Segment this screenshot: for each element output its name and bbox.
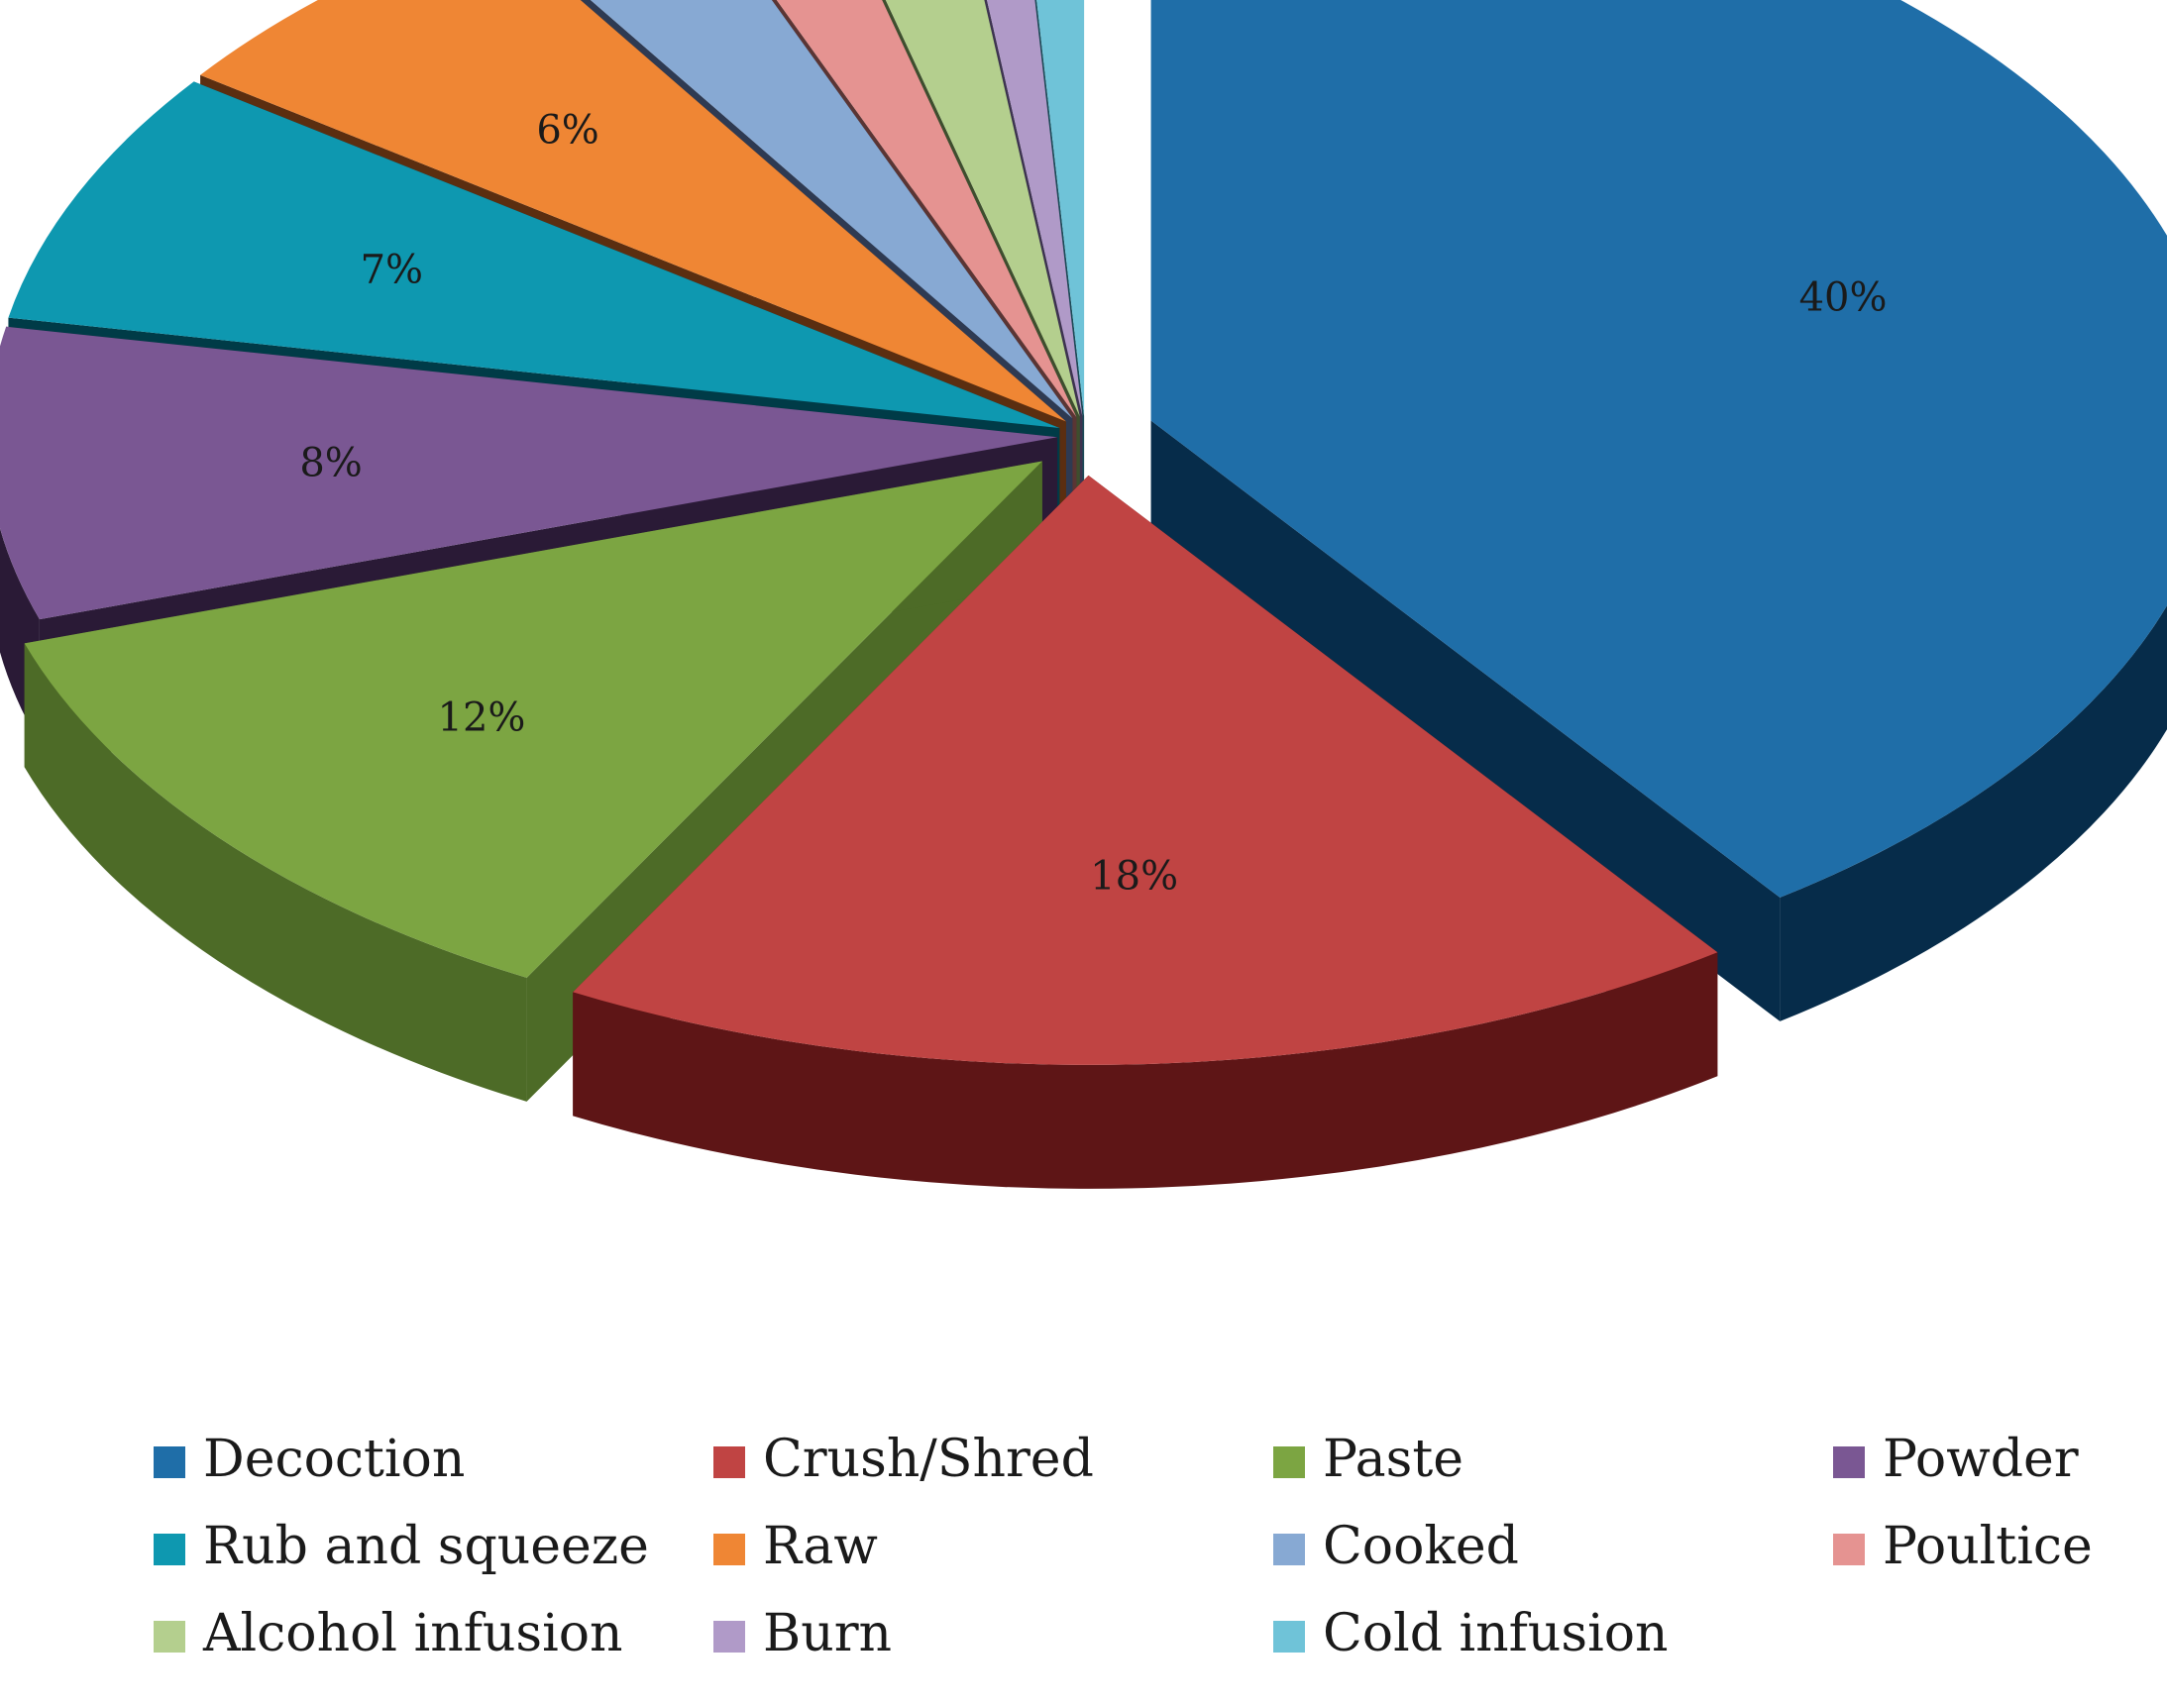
slice-top-alcohol-infusion <box>885 0 1080 417</box>
slice-decoction <box>1150 0 2167 1021</box>
slice-top-burn <box>987 0 1083 417</box>
slice-top-cooked <box>590 0 1073 419</box>
legend-label-cold-infusion: Cold infusion <box>1323 1604 1669 1663</box>
data-label-crush-shred: 18% <box>1090 854 1178 900</box>
legend-label-powder: Powder <box>1883 1430 2079 1489</box>
legend-item-decoction: Decoction <box>154 1430 465 1489</box>
legend-item-raw: Raw <box>713 1517 878 1576</box>
legend-swatch-paste <box>1273 1446 1305 1478</box>
legend-swatch-burn <box>713 1621 745 1653</box>
legend-swatch-raw <box>713 1534 745 1565</box>
legend-swatch-alcohol-infusion <box>154 1621 185 1653</box>
data-labels: 40%18%12%8%7%6%3%2%2%1%1% <box>299 107 1888 900</box>
slice-top-rub-and-squeeze <box>8 81 1060 429</box>
slice-side-decoction <box>1150 420 1781 1021</box>
data-label-decoction: 40% <box>1799 275 1888 321</box>
data-label-paste: 12% <box>438 694 526 740</box>
legend-label-poultice: Poultice <box>1883 1517 2093 1576</box>
slice-top-raw <box>200 0 1066 422</box>
legend-item-poultice: Poultice <box>1833 1517 2093 1576</box>
legend-label-rub-and-squeeze: Rub and squeeze <box>203 1517 649 1576</box>
slice-alcohol-infusion <box>827 0 1080 541</box>
slice-wall-crush-shred <box>573 952 1718 1189</box>
legend-swatch-poultice <box>1833 1534 1865 1565</box>
legend-label-cooked: Cooked <box>1323 1517 1519 1576</box>
legend-swatch-decoction <box>154 1446 185 1478</box>
slice-wall-paste <box>24 643 527 1102</box>
legend-item-alcohol-infusion: Alcohol infusion <box>154 1604 623 1663</box>
slice-top-cold-infusion <box>1036 0 1085 417</box>
legend-item-powder: Powder <box>1833 1430 2079 1489</box>
legend-label-raw: Raw <box>763 1517 878 1576</box>
slice-top-poultice <box>776 0 1077 417</box>
legend-item-burn: Burn <box>713 1604 892 1663</box>
legend-swatch-cold-infusion <box>1273 1621 1305 1653</box>
legend-label-decoction: Decoction <box>203 1430 465 1489</box>
legend-item-paste: Paste <box>1273 1430 1463 1489</box>
pie-slices <box>0 0 2167 1189</box>
legend: Decoction Crush/Shred Paste Powder Rub and s… <box>154 1430 2093 1663</box>
data-label-rub-and-squeeze: 7% <box>361 247 423 292</box>
data-label-powder: 8% <box>299 441 362 486</box>
legend-label-burn: Burn <box>763 1604 892 1663</box>
legend-swatch-powder <box>1833 1446 1865 1478</box>
legend-swatch-rub-and-squeeze <box>154 1534 185 1565</box>
legend-label-alcohol-infusion: Alcohol infusion <box>202 1604 623 1663</box>
legend-label-crush-shred: Crush/Shred <box>763 1430 1094 1489</box>
legend-item-rub-and-squeeze: Rub and squeeze <box>154 1517 649 1576</box>
legend-swatch-crush-shred <box>713 1446 745 1478</box>
legend-item-crush-shred: Crush/Shred <box>713 1430 1094 1489</box>
slice-crush-shred <box>573 475 1718 1189</box>
legend-swatch-cooked <box>1273 1534 1305 1565</box>
slice-burn <box>958 0 1083 541</box>
legend-label-paste: Paste <box>1323 1430 1463 1489</box>
slice-top-powder <box>0 326 1058 620</box>
legend-item-cold-infusion: Cold infusion <box>1273 1604 1669 1663</box>
legend-item-cooked: Cooked <box>1273 1517 1519 1576</box>
slice-top-decoction <box>1150 0 2167 898</box>
slice-wall-decoction <box>1780 605 2167 1021</box>
data-label-raw: 6% <box>536 107 598 153</box>
slice-top-paste <box>24 461 1042 978</box>
slice-top-crush-shred <box>573 475 1718 1065</box>
